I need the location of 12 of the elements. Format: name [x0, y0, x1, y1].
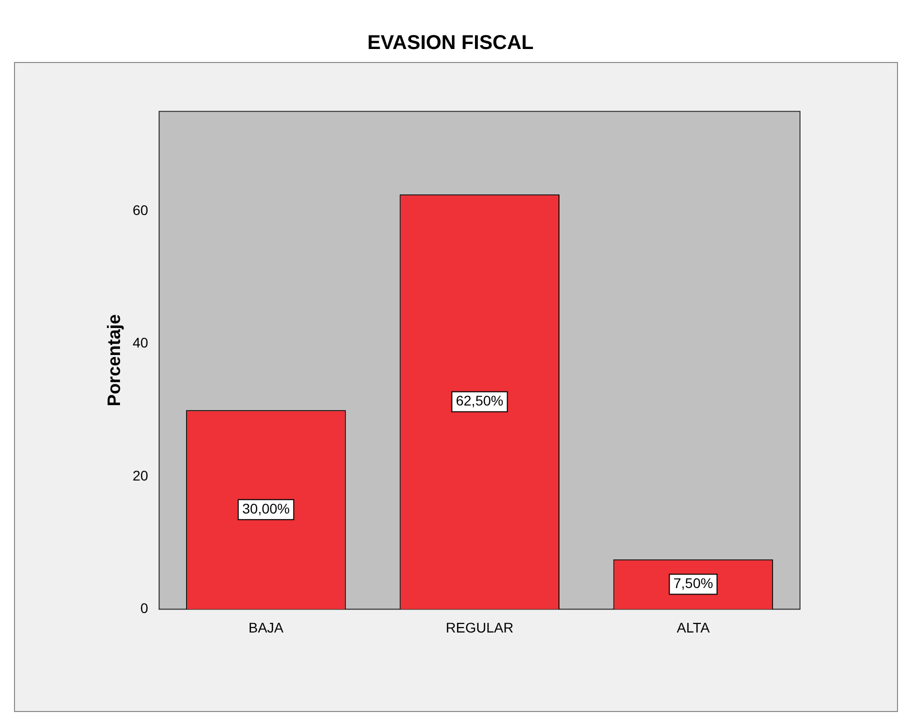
data-label: 62,50%	[456, 392, 504, 409]
x-tick-label: REGULAR	[446, 619, 514, 636]
y-tick-label: 60	[132, 202, 148, 218]
y-axis-title: Porcentaje	[104, 314, 124, 406]
y-tick-label: 20	[132, 467, 148, 484]
data-label: 7,50%	[673, 575, 714, 592]
x-tick-label: BAJA	[248, 619, 284, 636]
x-tick-label: ALTA	[676, 619, 710, 636]
data-label: 30,00%	[242, 500, 290, 516]
chart-title: EVASION FISCAL	[366, 32, 535, 55]
y-tick-label: 0	[140, 600, 148, 616]
y-tick-label: 40	[132, 334, 148, 351]
